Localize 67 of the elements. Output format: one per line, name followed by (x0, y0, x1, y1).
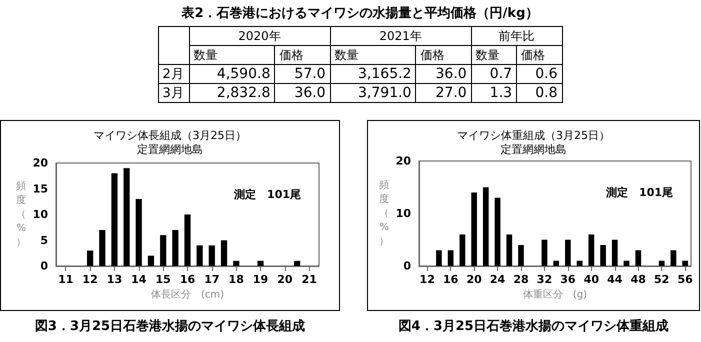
text: 前年比 (471, 26, 562, 46)
x-tick-label: 17 (204, 273, 220, 286)
y-tick-label: 0 (403, 260, 412, 272)
x-tick-label: 12 (420, 273, 435, 286)
y-tick-label: 15 (32, 182, 48, 196)
caption: 図4．3月25日石巻港水揚のマイワシ体重組成 (397, 318, 670, 335)
text: 36.0 (294, 85, 326, 101)
y-axis-title: 頻度（%） (379, 179, 389, 247)
category-label: 2月 (162, 67, 184, 82)
x-tick-label: 40 (584, 273, 600, 286)
x-tick-label: 15 (155, 273, 171, 286)
x-tick-label: 56 (677, 273, 694, 286)
x-tick-label: 16 (443, 273, 459, 286)
y-tick-label: 0 (40, 260, 48, 272)
text: 3,791.0 (358, 85, 412, 101)
caption: 図3．3月25日石巻港水揚のマイワシ体長組成 (34, 318, 306, 335)
text: 表2．石巻港におけるマイワシの水揚量と平均価格（円/kg） (180, 5, 540, 23)
x-tick-label: 32 (536, 273, 552, 286)
text: 0.6 (535, 66, 558, 82)
text: 0.7 (490, 66, 512, 82)
text: 27.0 (436, 85, 467, 101)
category-label: 数量 (471, 46, 517, 64)
category-label: 3月 (162, 86, 184, 101)
x-tick-label: 12 (82, 273, 98, 286)
chart-title: マイワシ体重組成（3月25日） (457, 129, 610, 142)
x-axis-title: 体重区分 (g) (522, 288, 588, 300)
x-tick-label: 11 (58, 273, 74, 286)
text: 3,165.2 (358, 66, 412, 82)
chart-subtitle: 定置網網地島 (137, 143, 203, 156)
x-tick-label: 28 (513, 273, 529, 286)
category-label: 価格 (516, 46, 562, 64)
text: 0.8 (535, 85, 558, 101)
x-tick-label: 19 (252, 273, 268, 286)
annotation: 測定 101尾 (233, 188, 302, 201)
text: 2021年 (330, 26, 472, 46)
x-tick-label: 21 (302, 273, 317, 286)
y-tick-label: 10 (396, 207, 412, 220)
y-tick-label: 20 (32, 156, 48, 170)
x-tick-label: 48 (630, 273, 646, 286)
x-tick-label: 24 (490, 273, 506, 286)
annotation: 測定 101尾 (605, 186, 674, 199)
chart-subtitle: 定置網網地島 (500, 143, 566, 156)
y-tick-label: 5 (40, 234, 48, 247)
x-tick-label: 14 (131, 273, 147, 286)
chart-title: マイワシ体長組成（3月25日） (94, 129, 246, 142)
x-tick-label: 20 (277, 273, 293, 286)
category-label: 数量 (189, 46, 275, 64)
category-label: 価格 (416, 46, 472, 64)
y-tick-label: 20 (396, 154, 412, 168)
category-label: 数量 (330, 46, 416, 64)
text: 2,832.8 (216, 85, 270, 101)
x-tick-label: 18 (228, 273, 244, 286)
text: 2020年 (189, 26, 330, 46)
x-tick-label: 13 (106, 273, 122, 286)
x-tick-label: 44 (607, 273, 623, 286)
text: 1.3 (490, 85, 512, 101)
y-tick-label: 10 (32, 208, 48, 221)
x-tick-label: 20 (466, 273, 482, 286)
y-axis-title: 頻度（%） (16, 180, 26, 248)
text: 4,590.8 (216, 66, 270, 82)
text: 36.0 (436, 66, 467, 82)
x-tick-label: 36 (560, 273, 576, 286)
text: 57.0 (294, 66, 326, 82)
x-axis-title: 体長区分 (cm) (150, 288, 224, 300)
x-tick-label: 52 (654, 273, 670, 286)
x-tick-label: 16 (180, 273, 196, 286)
category-label: 価格 (274, 46, 330, 64)
